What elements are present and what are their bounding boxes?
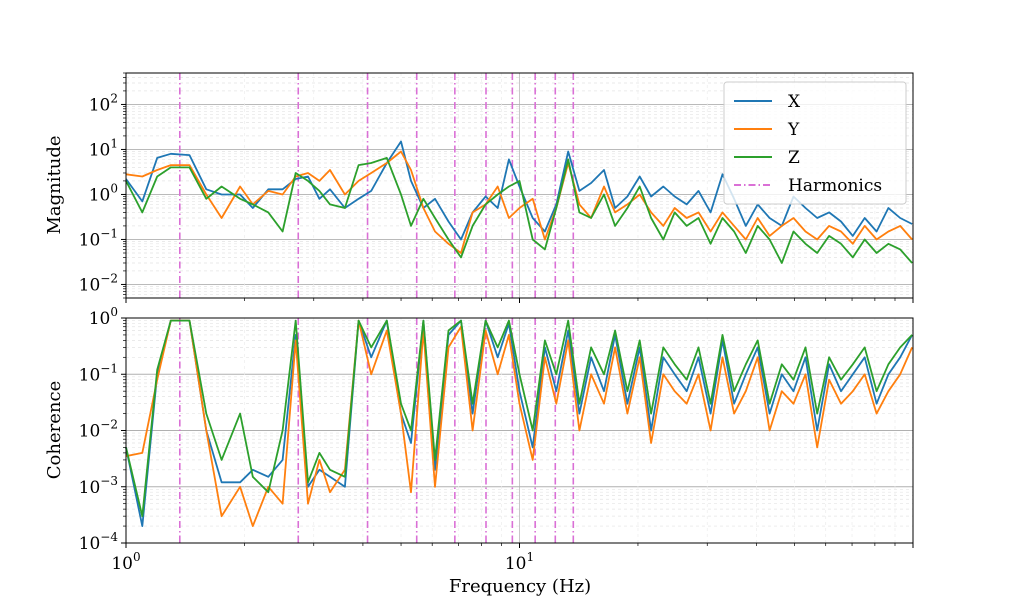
series-line-x — [125, 319, 913, 527]
x-tick-label: 101 — [505, 550, 534, 574]
series-line-x — [125, 140, 913, 241]
series-line-y — [125, 150, 913, 254]
y-tick-label: 101 — [89, 136, 118, 160]
legend-label-y: Y — [787, 120, 800, 140]
legend-label-z: Z — [788, 148, 800, 168]
coherence-y-ticks: 10−4 10−3 10−2 10−1 100 — [79, 305, 126, 554]
series-line-z — [125, 319, 913, 518]
coherence-ylabel: Coherence — [44, 381, 65, 479]
coherence-panel: 10−4 10−3 10−2 10−1 100 100 101 Coherence Fre… — [44, 305, 914, 597]
y-tick-label: 10−3 — [79, 474, 118, 498]
series-line-y — [125, 319, 913, 527]
y-tick-label: 10−2 — [79, 418, 118, 442]
legend-label-x: X — [788, 92, 801, 112]
y-tick-label: 10−2 — [79, 271, 118, 295]
coherence-x-ticks: 100 101 — [111, 543, 914, 574]
legend: XYZ Harmonics — [723, 81, 907, 205]
y-tick-label: 100 — [89, 181, 118, 205]
legend-label-harmonics: Harmonics — [788, 176, 882, 196]
y-tick-label: 102 — [89, 91, 118, 115]
x-axis-label: Frequency (Hz) — [449, 576, 591, 597]
x-tick-label: 100 — [111, 550, 140, 574]
y-tick-label: 100 — [89, 305, 118, 329]
series-line-z — [125, 156, 913, 264]
magnitude-series — [125, 140, 913, 264]
magnitude-y-ticks: 10−2 10−1 100 101 102 — [79, 72, 914, 303]
y-tick-label: 10−4 — [79, 530, 119, 554]
legend-box — [723, 81, 907, 205]
y-tick-label: 10−1 — [79, 226, 118, 250]
magnitude-harmonics — [178, 73, 575, 298]
magnitude-ylabel: Magnitude — [44, 135, 65, 234]
y-tick-label: 10−1 — [79, 361, 118, 385]
magnitude-panel: 10−2 10−1 100 101 102 Magnitude XYZ Harmonics — [44, 72, 914, 303]
coherence-series — [125, 319, 913, 527]
